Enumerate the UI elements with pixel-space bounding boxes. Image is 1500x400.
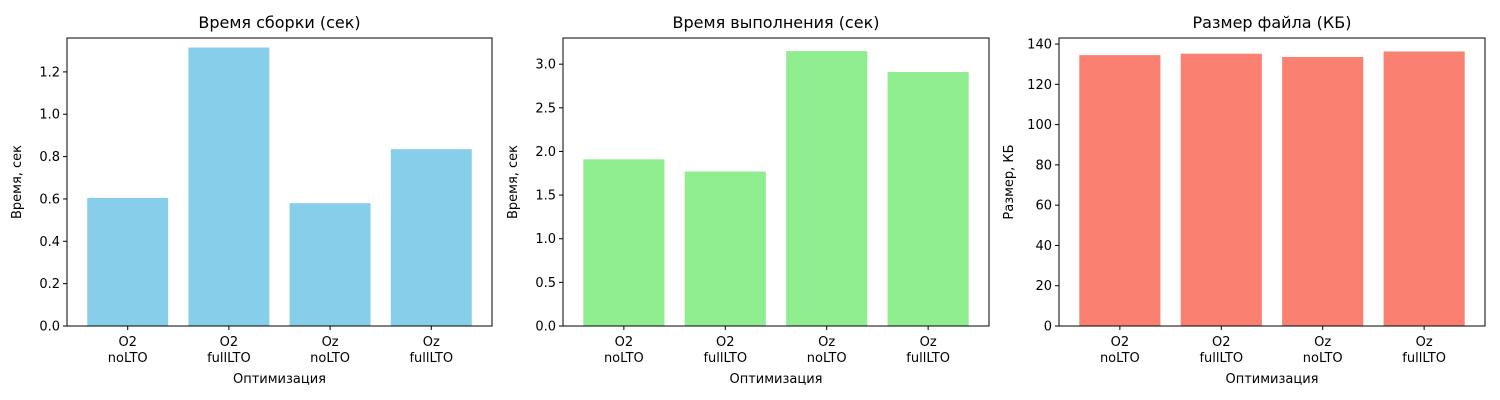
bar-2 (684, 171, 766, 326)
x-axis-label: Оптимизация (1225, 372, 1318, 387)
bar-4 (390, 149, 472, 326)
y-tick-label: 0.0 (535, 320, 556, 335)
y-axis-label: Время, сек (10, 145, 25, 219)
y-tick-label: 1.0 (39, 108, 60, 123)
axes-frame (66, 37, 493, 327)
y-tick-label: 2.5 (535, 101, 556, 116)
x-tick-label: O2 noLTO (604, 335, 644, 366)
y-tick-label: 120 (1027, 78, 1052, 93)
chart-panel-2: 0.0 0.5 1.0 1.5 2.0 2.5 3.0 O2 noLTO O2 fullLTO Oz n… (506, 13, 990, 387)
y-tick-label: 0.5 (535, 276, 556, 291)
x-tick-label: Oz fullLTO (409, 335, 453, 366)
x-axis-label: Оптимизация (729, 372, 822, 387)
x-tick-label: Oz noLTO (310, 335, 350, 366)
y-tick-label: 1.2 (39, 65, 60, 80)
x-tick-label: O2 noLTO (108, 335, 148, 366)
chart-panel-3: 0 20 40 60 80 100 120 140 O2 noLTO O2 fullLTO Oz noLT… (1002, 13, 1486, 387)
bar-3 (786, 51, 868, 327)
bar-1 (1079, 55, 1161, 327)
x-tick-label: O2 fullLTO (207, 335, 251, 366)
bar-3 (289, 203, 371, 326)
bar-1 (583, 159, 665, 326)
chart-title: Размер файла (КБ) (1193, 13, 1352, 32)
bar-2 (188, 47, 270, 326)
y-tick-label: 2.0 (535, 145, 556, 160)
x-tick-label: Oz fullLTO (906, 335, 950, 366)
x-axis-label: Оптимизация (233, 372, 326, 387)
y-axis-label: Размер, КБ (1002, 144, 1017, 219)
y-tick-label: 100 (1027, 118, 1052, 133)
y-tick-label: 0.8 (39, 150, 60, 165)
x-tick-label: O2 noLTO (1100, 335, 1140, 366)
bar-1 (87, 197, 169, 326)
x-tick-label: Oz fullLTO (1402, 335, 1446, 366)
axes-frame (562, 37, 990, 327)
x-tick-label: O2 fullLTO (703, 335, 747, 366)
y-tick-label: 0.2 (39, 277, 60, 292)
y-tick-label: 60 (1035, 199, 1052, 214)
y-tick-label: 0.4 (39, 235, 60, 250)
x-tick-label: O2 fullLTO (1199, 335, 1243, 366)
bar-3 (1282, 56, 1364, 327)
chart-title: Время сборки (сек) (198, 13, 360, 32)
y-axis-label: Время, сек (506, 145, 521, 219)
y-tick-label: 80 (1035, 158, 1052, 173)
y-tick-label: 0 (1044, 320, 1052, 335)
axes-frame (1058, 37, 1486, 327)
bar-4 (1383, 51, 1465, 327)
y-tick-label: 1.0 (535, 232, 556, 247)
x-tick-label: Oz noLTO (1303, 335, 1343, 366)
y-tick-label: 1.5 (535, 189, 556, 204)
y-tick-label: 40 (1035, 239, 1052, 254)
bar-4 (887, 72, 969, 326)
y-tick-label: 0.6 (39, 192, 60, 207)
y-tick-label: 0.0 (39, 320, 60, 335)
y-tick-label: 140 (1027, 38, 1052, 53)
chart-title: Время выполнения (сек) (673, 13, 880, 32)
bar-2 (1180, 53, 1262, 327)
y-tick-label: 20 (1035, 279, 1052, 294)
y-tick-label: 3.0 (535, 58, 556, 73)
chart-panel-1: 0.0 0.2 0.4 0.6 0.8 1.0 1.2 O2 noLTO O2 fullLTO Oz n… (10, 13, 493, 387)
x-tick-label: Oz noLTO (807, 335, 847, 366)
